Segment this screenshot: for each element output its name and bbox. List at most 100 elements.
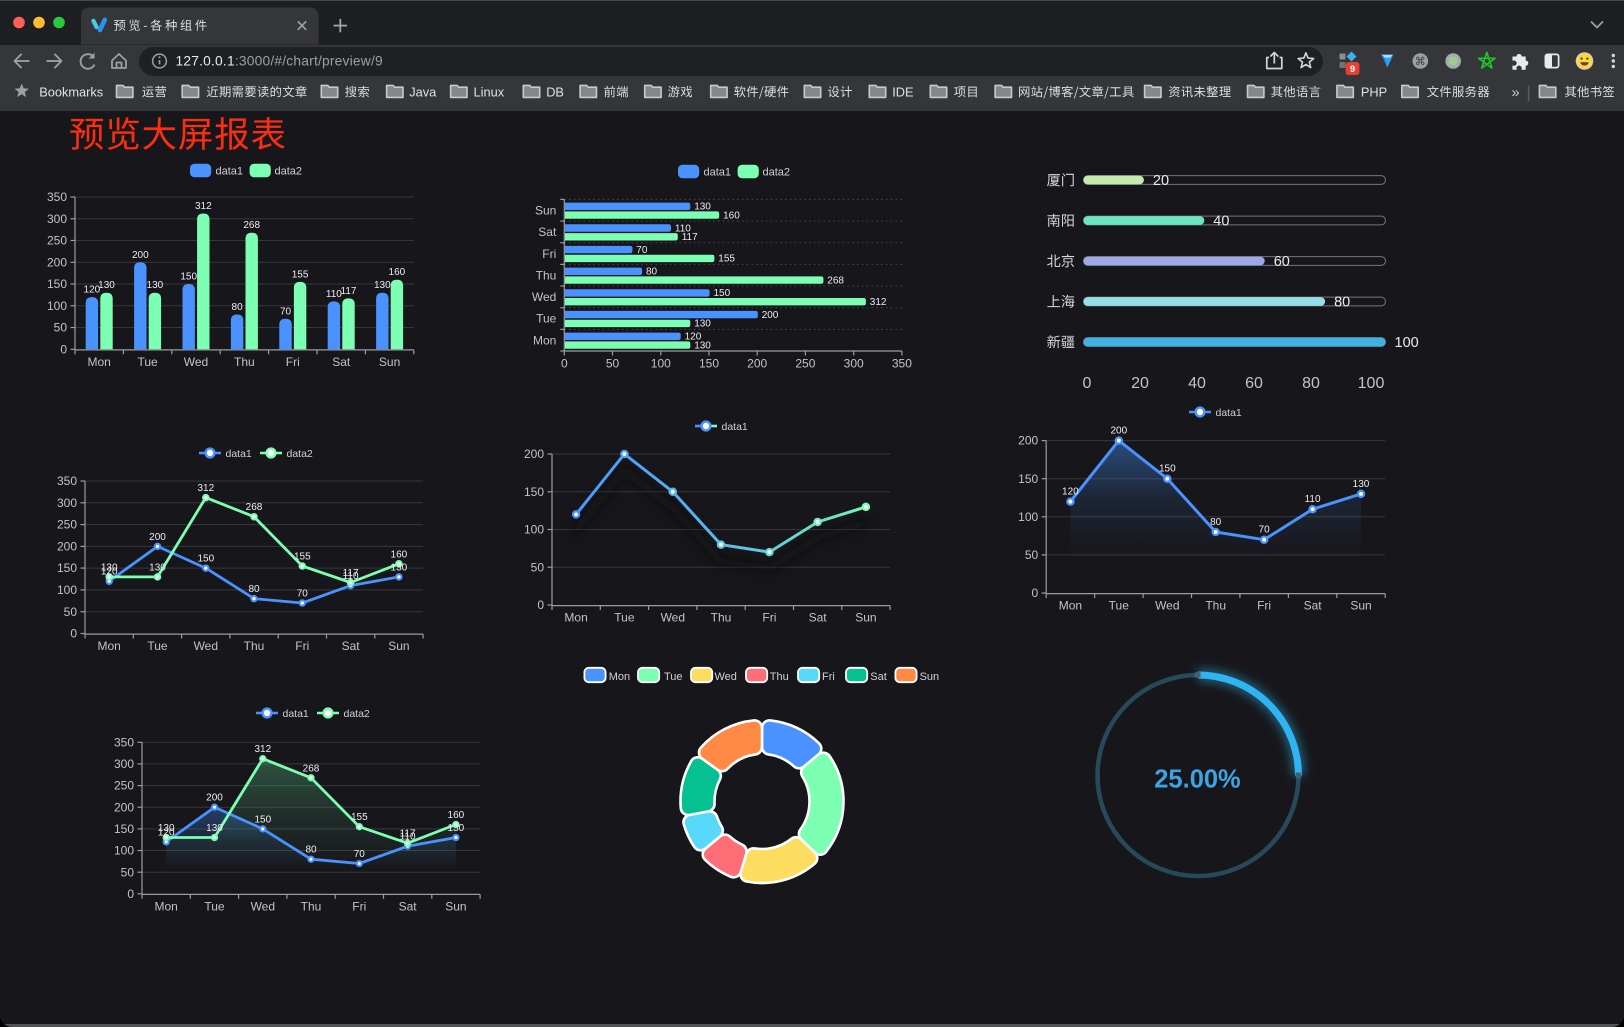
svg-text:200: 200 — [747, 357, 767, 371]
svg-text:0: 0 — [537, 598, 544, 612]
svg-text:data2: data2 — [344, 708, 370, 720]
svg-text:Fri: Fri — [822, 671, 835, 683]
svg-text:50: 50 — [531, 560, 545, 574]
svg-text:130: 130 — [448, 823, 465, 834]
svg-text:268: 268 — [303, 763, 320, 774]
svg-text:130: 130 — [694, 319, 711, 330]
svg-text:80: 80 — [646, 267, 658, 278]
svg-text:data1: data1 — [283, 708, 309, 720]
svg-text:268: 268 — [246, 502, 263, 513]
svg-text:40: 40 — [1213, 214, 1229, 230]
svg-text:Wed: Wed — [715, 671, 737, 683]
svg-text:100: 100 — [57, 583, 77, 597]
svg-text:Sun: Sun — [855, 611, 876, 625]
svg-text:Fri: Fri — [762, 611, 776, 625]
svg-text:120: 120 — [158, 827, 175, 838]
svg-text:Sat: Sat — [870, 671, 887, 683]
svg-text:350: 350 — [57, 474, 77, 488]
svg-text:100: 100 — [524, 523, 544, 537]
svg-text:data1: data1 — [226, 448, 252, 460]
svg-text:80: 80 — [232, 302, 244, 313]
svg-text:Sat: Sat — [342, 639, 361, 653]
svg-text:200: 200 — [206, 793, 223, 804]
svg-text:160: 160 — [391, 549, 408, 560]
svg-text:Wed: Wed — [661, 611, 685, 625]
svg-text:268: 268 — [827, 275, 844, 286]
svg-text:250: 250 — [47, 234, 67, 248]
svg-text:Sat: Sat — [399, 899, 418, 913]
svg-text:110: 110 — [675, 223, 691, 234]
svg-text:312: 312 — [195, 201, 212, 212]
svg-text:120: 120 — [101, 567, 118, 578]
svg-text:80: 80 — [1210, 517, 1222, 528]
svg-text:312: 312 — [870, 297, 887, 308]
svg-text:155: 155 — [718, 254, 735, 265]
svg-text:Thu: Thu — [1205, 599, 1226, 613]
svg-text:155: 155 — [292, 269, 309, 280]
svg-text:Fri: Fri — [286, 355, 300, 369]
svg-text:130: 130 — [147, 280, 164, 291]
svg-text:130: 130 — [1353, 479, 1370, 490]
svg-text:Fri: Fri — [352, 899, 366, 913]
svg-text:130: 130 — [391, 562, 408, 573]
svg-text:150: 150 — [1018, 472, 1038, 486]
svg-text:Thu: Thu — [536, 268, 557, 282]
svg-text:130: 130 — [149, 562, 166, 573]
svg-text:150: 150 — [254, 814, 271, 825]
svg-text:9: 9 — [1350, 64, 1355, 75]
svg-text:data2: data2 — [287, 448, 313, 460]
svg-text:Tue: Tue — [614, 611, 635, 625]
svg-text:0: 0 — [561, 357, 568, 371]
svg-text:data1: data1 — [216, 166, 244, 178]
svg-text:130: 130 — [374, 280, 391, 291]
svg-text:150: 150 — [197, 554, 214, 565]
svg-text:200: 200 — [47, 255, 67, 269]
svg-text:130: 130 — [206, 823, 223, 834]
svg-text:80: 80 — [1302, 375, 1320, 392]
svg-text:Java: Java — [409, 84, 437, 99]
svg-text:130: 130 — [101, 562, 118, 573]
svg-text:Thu: Thu — [244, 639, 265, 653]
svg-text:data2: data2 — [763, 167, 791, 179]
svg-text:70: 70 — [636, 245, 648, 256]
svg-text:Mon: Mon — [609, 671, 630, 683]
svg-text:60: 60 — [1245, 375, 1263, 392]
svg-text:117: 117 — [343, 568, 359, 579]
svg-text:Tue: Tue — [137, 355, 158, 369]
svg-text:130: 130 — [98, 280, 115, 291]
svg-text:60: 60 — [1274, 254, 1290, 270]
svg-text:Tue: Tue — [1109, 599, 1130, 613]
svg-text:300: 300 — [47, 212, 67, 226]
svg-text:130: 130 — [694, 340, 711, 351]
svg-text:25.00%: 25.00% — [1154, 766, 1241, 794]
svg-text:150: 150 — [57, 561, 77, 575]
svg-text:110: 110 — [1305, 494, 1321, 505]
svg-text:150: 150 — [47, 277, 67, 291]
svg-text:0: 0 — [127, 887, 134, 901]
svg-text:200: 200 — [1018, 434, 1038, 448]
svg-text:250: 250 — [795, 357, 815, 371]
svg-text:0: 0 — [1032, 586, 1039, 600]
svg-text:100: 100 — [651, 357, 671, 371]
svg-text:»: » — [1512, 85, 1520, 101]
svg-text:70: 70 — [297, 589, 309, 600]
svg-text:312: 312 — [197, 483, 214, 494]
svg-text:200: 200 — [132, 250, 149, 261]
svg-text:100: 100 — [1018, 510, 1038, 524]
svg-text:100: 100 — [1395, 335, 1419, 351]
svg-text:120: 120 — [685, 332, 702, 343]
svg-text:50: 50 — [64, 605, 78, 619]
svg-text:160: 160 — [448, 810, 465, 821]
svg-text:80: 80 — [1334, 295, 1350, 311]
svg-text:Sun: Sun — [535, 203, 556, 217]
svg-text:Sun: Sun — [1350, 599, 1371, 613]
svg-text:Mon: Mon — [1059, 599, 1082, 613]
svg-text:250: 250 — [57, 518, 77, 532]
svg-text:110: 110 — [343, 571, 359, 582]
svg-text:300: 300 — [114, 757, 134, 771]
svg-text:Wed: Wed — [1155, 599, 1179, 613]
svg-text:Tue: Tue — [147, 639, 168, 653]
svg-text:80: 80 — [248, 584, 260, 595]
svg-text:150: 150 — [524, 485, 544, 499]
svg-text:200: 200 — [114, 800, 134, 814]
